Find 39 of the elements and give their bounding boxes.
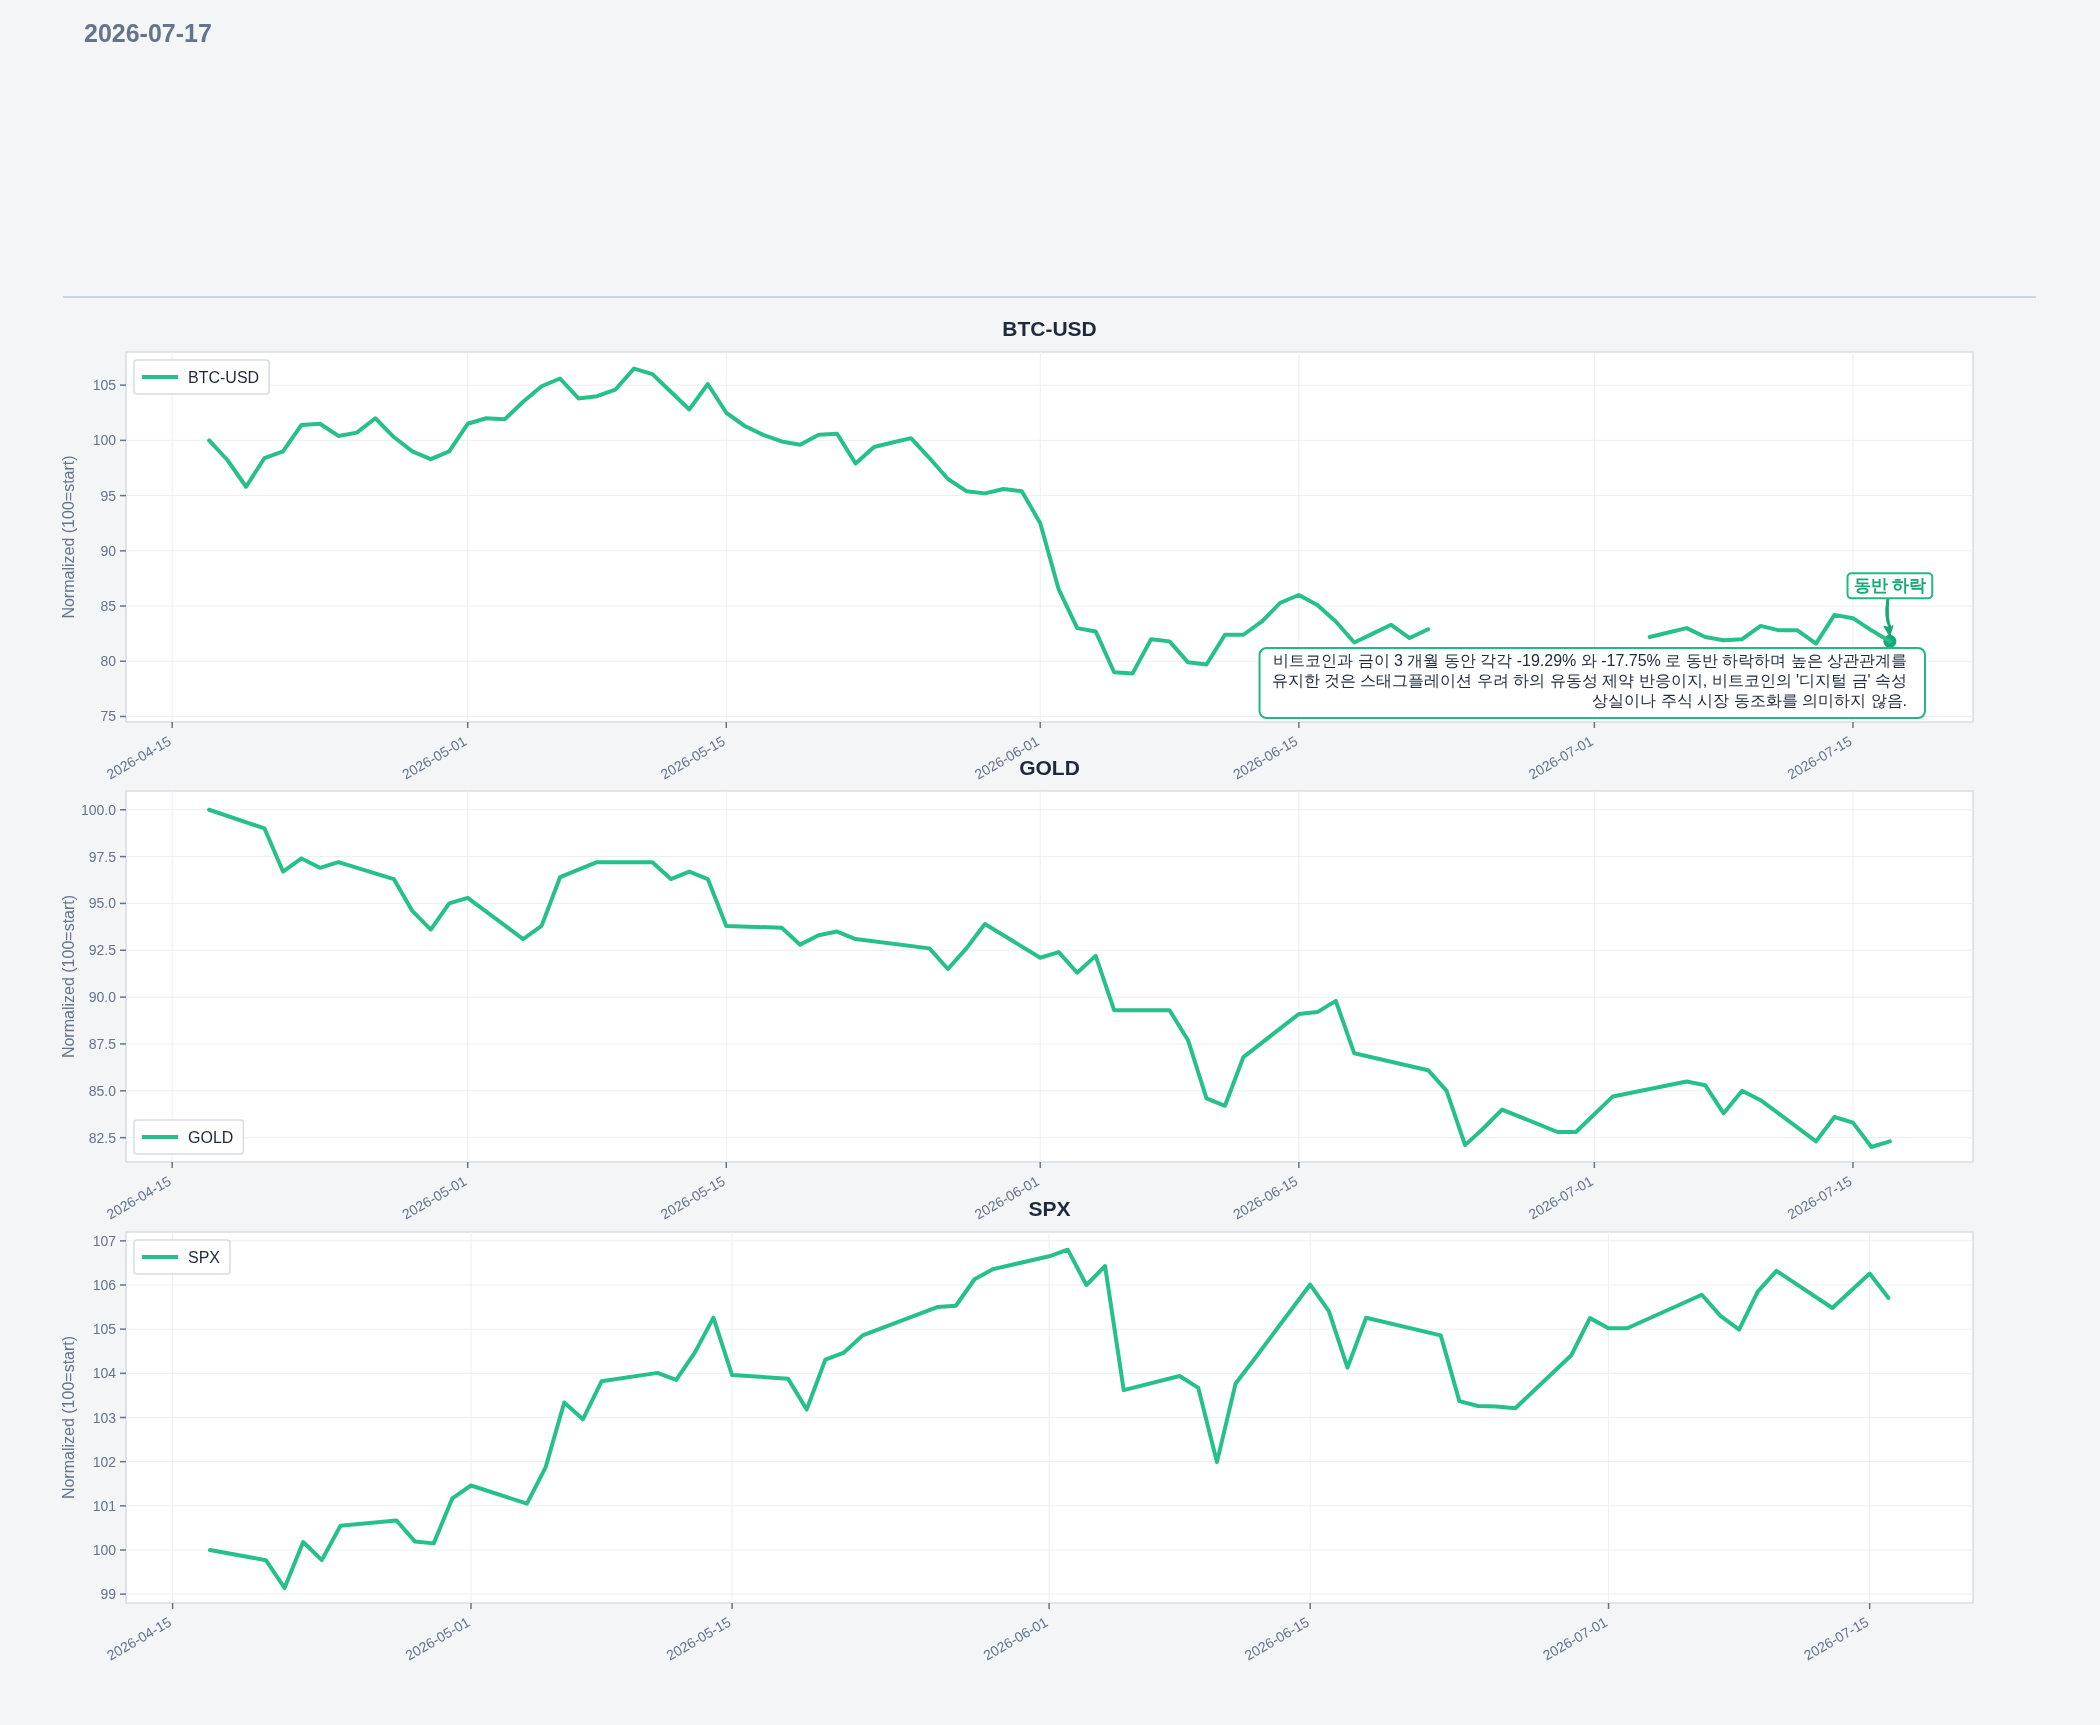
legend: BTC-USD [133, 359, 270, 395]
y-tick-label: 82.5 [88, 1129, 117, 1146]
y-tick-label: 100 [92, 432, 117, 449]
y-tick-label: 106 [92, 1277, 117, 1293]
y-tick-label: 100.0 [80, 801, 117, 818]
y-tick-label: 105 [92, 1321, 117, 1338]
y-tick-label: 95 [100, 487, 117, 504]
y-axis-title: Normalized (100=start) [60, 894, 77, 1059]
annotation: 동반 하락 [1853, 576, 1927, 596]
y-tick-label: 87.5 [88, 1035, 117, 1052]
y-axis-title: Normalized (100=start) [60, 1335, 77, 1500]
y-tick-label: 99 [100, 1586, 117, 1603]
annotation: 비트코인과 금이 3 개월 동안 각각 -19.29% 와 -17.75% 로 동반 하락하며 높은 상관관계를 유지한 것은 스태그플레이션 우려 하의 유동성 제약 반응이지, 비트코인의 '디지털 금' 속성 상실이나 주식 시장 동조화를 의미하지 않음. [1271, 652, 1907, 709]
y-tick-label: 90 [100, 542, 117, 559]
callout: 동반 하락 [1846, 572, 1934, 648]
y-tick-label: 105 [92, 377, 117, 394]
y-tick-label: 85 [100, 598, 117, 615]
legend-label: GOLD [188, 1129, 234, 1146]
text: 2026-07-17 [84, 19, 212, 47]
y-tick-label: 92.5 [88, 942, 117, 959]
legend: GOLD [133, 1119, 245, 1155]
y-tick-label: 90.0 [88, 989, 117, 1006]
y-tick-label: 104 [92, 1365, 117, 1382]
y-tick-label: 97.5 [88, 848, 117, 865]
legend-label: SPX [188, 1249, 221, 1266]
y-tick-label: 107 [92, 1232, 117, 1249]
y-tick-label: 75 [100, 708, 117, 725]
y-tick-label: 95.0 [88, 895, 117, 912]
y-tick-label: 101 [92, 1497, 117, 1514]
chart-title: BTC-USD [1002, 317, 1097, 340]
y-tick-label: 85.0 [88, 1082, 117, 1099]
y-tick-label: 100 [92, 1542, 117, 1558]
y-tick-label: 80 [100, 653, 117, 670]
y-axis-title: Normalized (100=start) [60, 455, 77, 619]
y-tick-label: 102 [92, 1453, 117, 1470]
legend-label: BTC-USD [188, 369, 260, 386]
y-tick-label: 103 [92, 1409, 117, 1426]
note: 비트코인과 금이 3 개월 동안 각각 -19.29% 와 -17.75% 로 동반 하락하며 높은 상관관계를 유지한 것은 스태그플레이션 우려 하의 유동성 제약 반응이지, 비트코인의 '디지털 금' 속성 상실이나 주식 시장 동조화를 의미하지 않음. [1258, 647, 1926, 719]
legend: SPX [133, 1239, 231, 1275]
